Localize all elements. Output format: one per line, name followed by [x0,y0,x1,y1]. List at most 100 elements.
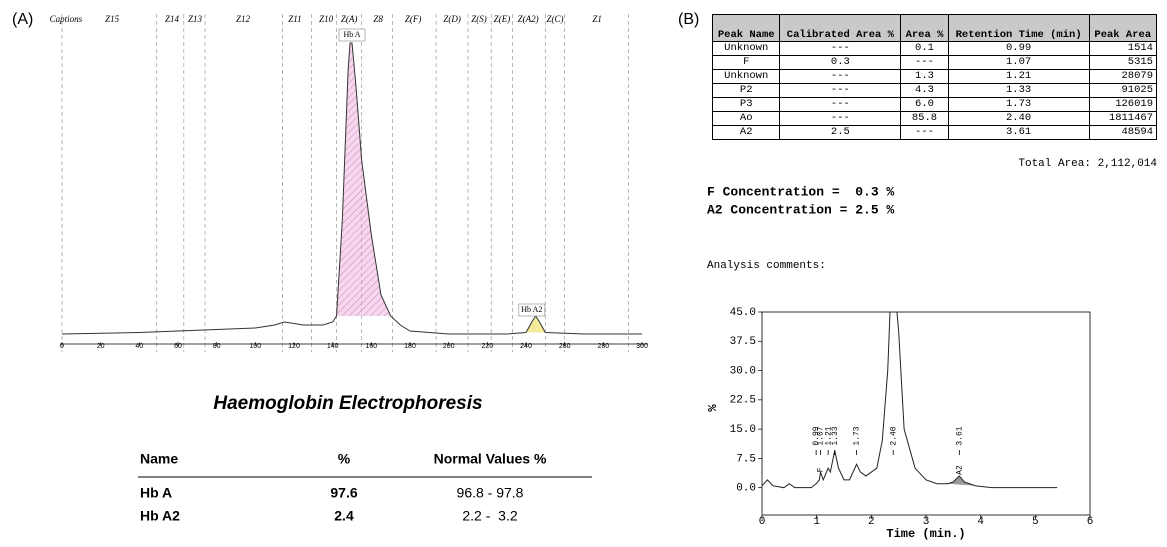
zone-label: Z(F) [405,14,422,24]
peak-time: 3.61 [955,426,964,445]
panel-label: (B) [678,11,699,28]
summary-cell: 97.6 [330,485,357,501]
cell: F [711,55,781,70]
cell: P3 [711,97,781,112]
y-tick-label: 7.5 [736,453,756,465]
cell: 0.99 [947,41,1090,56]
y-tick-label: 30.0 [730,365,756,377]
cell: 1.3 [900,69,949,84]
shaded-peak [336,43,391,316]
cell: --- [779,111,902,126]
cell: --- [779,83,902,98]
cell: 1514 [1088,41,1158,56]
x-tick-label: 260 [559,343,571,350]
th: Calibrated Area % [779,14,902,42]
summary-cell: Hb A [140,485,172,501]
zone-label: Z15 [105,14,120,24]
y-tick-label: 37.5 [730,336,756,348]
peak-label: Hb A [343,30,360,39]
zone-label: Z14 [165,14,180,24]
cell: 1.73 [947,97,1090,112]
cell: 3.61 [947,125,1090,140]
cell: 5315 [1088,55,1158,70]
comments: Analysis comments: [707,260,826,272]
x-tick-label: 220 [481,343,493,350]
zone-label: Z12 [236,14,251,24]
cell: 126019 [1088,97,1158,112]
cell: 28079 [1088,69,1158,84]
x-tick-label: 6 [1087,516,1094,528]
cell: 48594 [1088,125,1158,140]
total-area: Total Area: 2,112,014 [1018,158,1157,170]
zone-label: Z13 [188,14,203,24]
cell: 91025 [1088,83,1158,98]
cell: P2 [711,83,781,98]
peak-table: Peak Name Calibrated Area % Area % Reten… [711,14,1158,140]
x-tick-label: 200 [443,343,455,350]
row: F 0.3 --- 1.07 5315 [711,55,1158,70]
x-tick-label: 160 [365,343,377,350]
row: P3 --- 6.0 1.73 126019 [711,97,1158,112]
zone-label: Z(C) [546,14,563,24]
th: Area % [900,14,949,42]
row: Ao --- 85.8 2.40 1811467 [711,111,1158,126]
summary-cell: 2.2 - 3.2 [462,508,517,524]
x-axis-label: Time (min.) [886,527,965,541]
peak-time: 2.40 [889,426,898,445]
peak-time: 1.33 [831,426,840,445]
zone-label: Z(E) [494,14,511,24]
cell: 6.0 [900,97,949,112]
zone-label: Z(S) [471,14,487,24]
peak-label-box [338,28,366,42]
row: P2 --- 4.3 1.33 91025 [711,83,1158,98]
shaded-peak [947,475,976,486]
y-tick-label: 22.5 [730,395,756,407]
cell: --- [779,97,902,112]
peak-label: Hb A2 [521,305,542,314]
x-tick-label: 2 [868,516,875,528]
x-tick-label: 240 [520,343,532,350]
row: Unknown --- 0.1 0.99 1514 [711,41,1158,56]
panel-label: (A) [12,11,33,28]
x-tick-label: 120 [288,343,300,350]
concentration: A2 Concentration = 2.5 % [707,202,894,217]
zone-label: Z11 [288,14,301,24]
row: Unknown --- 1.3 1.21 28079 [711,69,1158,84]
summary-cell: Hb A2 [140,508,180,524]
zone-label: Z1 [592,14,602,24]
x-tick-label: 1 [813,516,820,528]
th: Retention Time (min) [947,14,1090,42]
x-tick-label: 0 [759,516,766,528]
cell: --- [900,125,949,140]
y-tick-label: 0.0 [736,483,756,495]
shaded-peak [526,316,546,333]
x-tick-label: 0 [60,343,64,350]
x-tick-label: 4 [977,516,984,528]
th: Peak Area [1088,14,1158,42]
peak-label-box [518,303,546,317]
summary-header: Name [140,451,178,467]
summary-header: % [338,451,351,467]
cell: 2.40 [947,111,1090,126]
cell: --- [779,41,902,56]
data-line [61,42,642,335]
data-line [762,312,1058,489]
cell: 4.3 [900,83,949,98]
row: A2 2.5 --- 3.61 48594 [711,125,1158,140]
cell: 0.3 [779,55,902,70]
x-tick-label: 180 [404,343,416,350]
zone-label: Z(A) [341,14,358,24]
cell: Unknown [711,41,781,56]
x-tick-label: 5 [1032,516,1039,528]
cell: 1.21 [947,69,1090,84]
cell: 1811467 [1088,111,1158,126]
x-tick-label: 20 [97,343,105,350]
zone-label: Captions [50,14,83,24]
peak-time: 1.21 [824,426,833,445]
zone-label: Z(A2) [518,14,539,24]
x-tick-label: 280 [597,343,609,350]
cell: 0.1 [900,41,949,56]
peak-time: 1.07 [817,426,826,445]
x-tick-label: 140 [327,343,339,350]
zone-label: Z(D) [443,14,461,24]
